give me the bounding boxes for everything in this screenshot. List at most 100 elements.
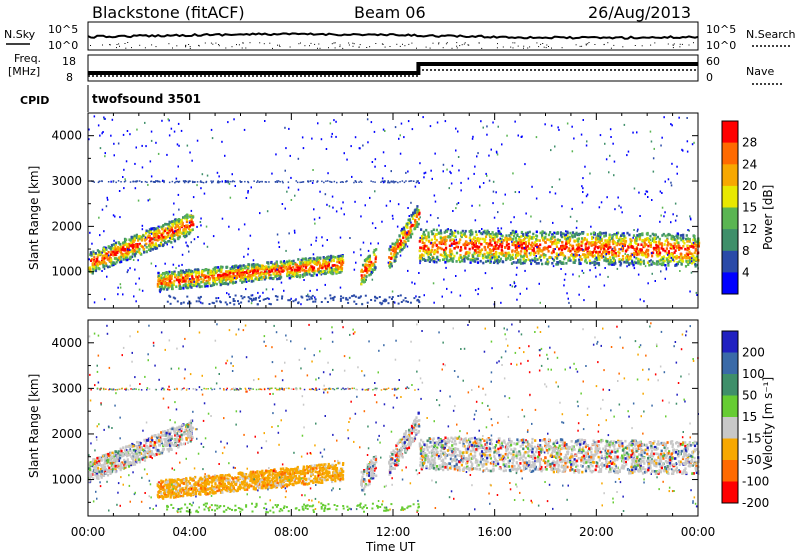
nsearch-point [399, 45, 401, 47]
power-pixel [432, 256, 435, 259]
power-pixel [427, 233, 430, 237]
power-pixel [672, 259, 674, 262]
power-pixel [685, 234, 688, 237]
power-pixel [240, 271, 243, 275]
power-pixel [185, 226, 188, 229]
power-pixel [523, 246, 526, 249]
power-pixel [640, 243, 643, 246]
power-pixel [407, 269, 409, 272]
power-pixel [578, 262, 581, 266]
power-pixel [680, 238, 683, 242]
power-pixel [512, 172, 514, 175]
power-pixel [174, 226, 177, 230]
nsearch-point [278, 44, 280, 46]
power-pixel [189, 215, 192, 219]
power-pixel [170, 236, 173, 240]
power-pixel [216, 171, 219, 174]
power-pixel [495, 235, 498, 238]
power-pixel [636, 131, 638, 134]
power-pixel [416, 213, 419, 217]
power-pixel [534, 260, 537, 263]
power-pixel [160, 284, 164, 288]
power-pixel [112, 243, 115, 246]
power-pixel [490, 260, 492, 263]
nsearch-point [459, 45, 461, 47]
power-pixel [649, 234, 652, 238]
power-pixel [144, 180, 147, 183]
power-pixel [167, 276, 170, 280]
power-pixel [408, 220, 412, 224]
power-pixel [275, 273, 278, 277]
power-pixel [176, 143, 179, 146]
power-pixel [217, 180, 220, 182]
power-pixel [93, 263, 96, 266]
power-pixel [563, 235, 566, 239]
power-pixel [604, 142, 606, 145]
power-pixel [581, 185, 583, 188]
power-pixel [338, 261, 341, 264]
power-pixel [501, 143, 503, 146]
power-pixel [586, 233, 589, 236]
nsearch-point [218, 44, 220, 45]
power-pixel [611, 247, 614, 250]
power-pixel [489, 238, 492, 242]
power-pixel [180, 129, 183, 132]
power-pixel [131, 246, 135, 249]
power-pixel [519, 241, 522, 244]
power-pixel [576, 247, 579, 251]
power-pixel [491, 253, 494, 256]
power-pixel [565, 230, 567, 233]
power-pixel [603, 247, 606, 251]
power-pixel [625, 258, 628, 261]
power-pixel [94, 252, 97, 255]
power-pixel [276, 181, 279, 183]
power-pixel [472, 255, 475, 258]
nsearch-point [127, 42, 129, 43]
power-pixel [173, 234, 176, 237]
power-pixel [198, 285, 201, 289]
power-pixel [212, 302, 215, 305]
power-pixel [588, 259, 591, 263]
power-pixel [185, 214, 188, 217]
power-pixel [188, 250, 190, 253]
power-pixel [300, 258, 303, 262]
nsearch-point [432, 42, 434, 44]
power-pixel [569, 259, 572, 262]
power-pixel [321, 180, 323, 183]
power-pixel [525, 251, 528, 254]
power-pixel [580, 244, 583, 248]
power-pixel [496, 261, 499, 265]
nsearch-point [189, 47, 191, 49]
nsearch-point [359, 44, 361, 46]
power-pixel [361, 276, 364, 280]
power-pixel [112, 250, 115, 254]
power-pixel [612, 142, 614, 145]
power-pixel [579, 248, 582, 252]
power-pixel [91, 262, 94, 265]
power-pixel [120, 256, 123, 259]
power-pixel [369, 273, 372, 276]
power-pixel [669, 246, 672, 250]
power-pixel [471, 259, 474, 262]
power-pixel [374, 181, 376, 183]
power-pixel [600, 237, 604, 241]
power-pixel [265, 181, 268, 183]
power-pixel [559, 260, 562, 263]
power-pixel [271, 263, 274, 266]
power-pixel [229, 180, 231, 183]
power-pixel [339, 236, 342, 239]
power-pixel [103, 116, 105, 119]
power-pixel [642, 262, 646, 265]
power-pixel [241, 297, 244, 300]
power-pixel [527, 240, 530, 243]
power-pixel [451, 238, 454, 241]
power-pixel [568, 257, 571, 260]
power-pixel [544, 232, 548, 236]
power-pixel [399, 254, 402, 257]
power-pixel [126, 258, 129, 262]
nsearch-point [456, 42, 458, 44]
power-pixel [321, 270, 324, 274]
power-pixel [544, 254, 547, 257]
power-pixel [484, 231, 487, 235]
power-pixel [345, 298, 348, 301]
